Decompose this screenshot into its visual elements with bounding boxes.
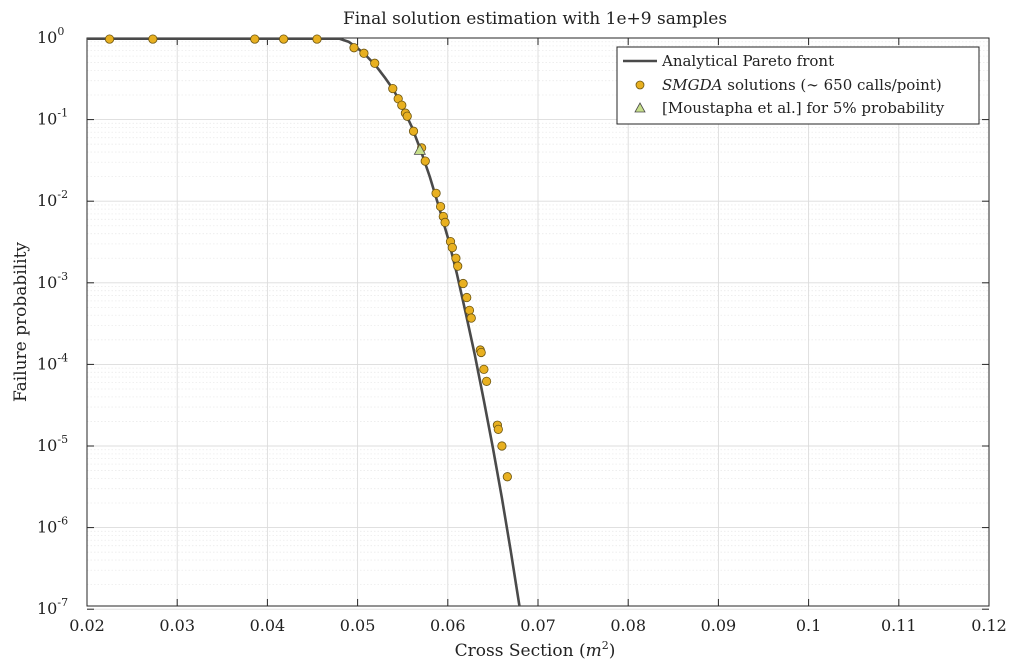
smgda-point — [312, 34, 322, 44]
smgda-point — [250, 34, 260, 44]
y-tick-label-base: 10 — [37, 273, 57, 292]
smgda-point — [479, 364, 489, 374]
y-tick-label-base: 10 — [37, 599, 57, 618]
smgda-point — [440, 217, 450, 227]
smgda-point — [466, 313, 476, 323]
smgda-point — [408, 126, 419, 136]
smgda-point — [148, 34, 158, 44]
x-tick-label: 0.07 — [520, 616, 556, 635]
smgda-point — [402, 111, 412, 121]
x-tick-label: 0.04 — [250, 616, 286, 635]
smgda-point — [447, 243, 457, 253]
smgda-point — [476, 347, 486, 358]
smgda-point — [497, 441, 507, 451]
legend-label-moustapha: [Moustapha et al.] for 5% probability — [662, 99, 945, 117]
smgda-point — [502, 472, 512, 482]
x-tick-labels: 0.02 0.03 0.04 0.05 0.06 0.07 0.08 0.09 0.1 0.11 0… — [69, 616, 1007, 635]
y-tick-label-exponent: -7 — [57, 596, 68, 609]
smgda-point — [104, 34, 115, 44]
x-axis-label: Cross Section (m2) — [455, 639, 616, 661]
y-tick-label: 10-6 — [37, 515, 68, 537]
smgda-point — [493, 424, 503, 434]
smgda-point — [370, 58, 380, 68]
y-tick-label-exponent: 0 — [57, 25, 64, 38]
y-tick-label-base: 10 — [37, 354, 57, 373]
x-tick-label: 0.09 — [701, 616, 737, 635]
y-tick-label-exponent: -6 — [57, 515, 68, 528]
x-tick-label: 0.11 — [881, 616, 917, 635]
y-tick-label-exponent: -5 — [57, 433, 68, 446]
y-tick-label: 100 — [37, 25, 64, 47]
y-tick-label: 10-5 — [37, 433, 68, 455]
legend-label-smgda-suffix: solutions (∼ 650 calls/point) — [722, 76, 941, 94]
y-tick-label: 10-2 — [37, 188, 68, 210]
y-tick-label-base: 10 — [37, 110, 57, 129]
smgda-point — [420, 156, 430, 166]
series-layer — [87, 34, 521, 606]
x-tick-label: 0.1 — [796, 616, 821, 635]
x-axis-label-var: m — [586, 641, 602, 661]
legend: Analytical Pareto front SMGDA solutions … — [616, 46, 980, 125]
x-axis-label-text: Cross Section ( — [455, 641, 586, 661]
y-tick-label: 10-3 — [37, 270, 68, 292]
y-tick-label-exponent: -4 — [57, 351, 68, 364]
smgda-point — [397, 100, 407, 110]
smgda-point — [458, 278, 468, 289]
smgda-point — [453, 261, 463, 271]
x-tick-label: 0.05 — [340, 616, 376, 635]
legend-label-smgda-name: SMGDA — [662, 76, 723, 94]
smgda-point — [462, 292, 472, 303]
smgda-point — [451, 253, 461, 263]
moustapha-point — [413, 143, 427, 155]
x-tick-label: 0.12 — [971, 616, 1007, 635]
legend-circle-swatch — [635, 80, 645, 90]
axis-ticks — [86, 37, 990, 610]
smgda-point — [349, 43, 359, 53]
legend-triangle-swatch — [634, 102, 646, 113]
smgda-point — [481, 376, 492, 386]
legend-label-pareto: Analytical Pareto front — [661, 52, 834, 70]
chart-title: Final solution estimation with 1e+9 samp… — [343, 9, 727, 29]
x-tick-label: 0.02 — [69, 616, 105, 635]
smgda-point — [435, 201, 446, 212]
legend-box — [616, 46, 980, 125]
legend-label-smgda: SMGDA solutions (∼ 650 calls/point) — [662, 76, 942, 94]
y-tick-label: 10-7 — [37, 596, 68, 618]
y-tick-label-base: 10 — [37, 518, 57, 537]
y-tick-label-exponent: -3 — [57, 270, 68, 283]
x-axis-label-exp: 2 — [602, 639, 609, 652]
y-tick-label: 10-1 — [37, 107, 68, 129]
y-axis-label: Failure probability — [11, 242, 31, 402]
x-tick-label: 0.06 — [430, 616, 466, 635]
x-tick-label: 0.03 — [159, 616, 195, 635]
x-axis-label-close: ) — [609, 641, 616, 661]
smgda-point — [431, 188, 441, 198]
smgda-point — [388, 83, 398, 94]
y-tick-label-base: 10 — [37, 28, 57, 47]
y-tick-label-exponent: -1 — [57, 107, 68, 120]
y-tick-label-base: 10 — [37, 436, 57, 455]
smgda-point — [464, 305, 475, 315]
y-tick-label: 10-4 — [37, 351, 68, 373]
smgda-point — [279, 34, 289, 44]
y-tick-label-exponent: -2 — [57, 188, 68, 201]
y-tick-label-base: 10 — [37, 191, 57, 210]
smgda-point — [359, 48, 369, 58]
x-tick-label: 0.08 — [610, 616, 646, 635]
